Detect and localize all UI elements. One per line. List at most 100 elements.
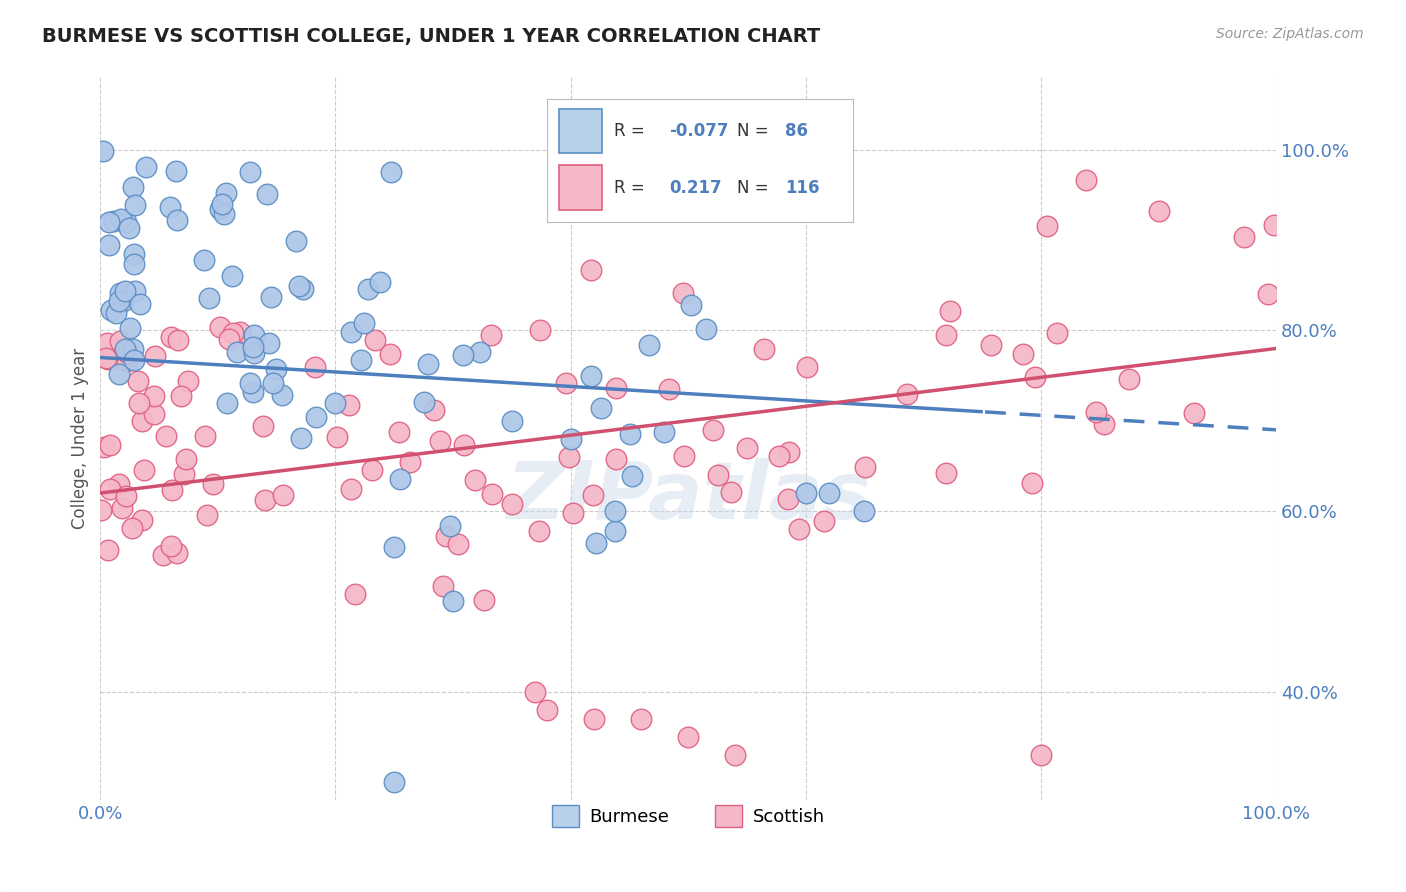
- Point: [124, 257, 146, 271]
- Point: [222, 326, 245, 341]
- Point: [451, 348, 474, 362]
- Point: [115, 215, 138, 229]
- Point: [259, 335, 281, 350]
- Point: [103, 214, 125, 228]
- Point: [98, 438, 121, 452]
- Point: [97, 215, 120, 229]
- Point: [603, 524, 626, 538]
- Point: [97, 238, 120, 252]
- Point: [524, 685, 547, 699]
- Point: [252, 418, 274, 433]
- Point: [818, 486, 841, 500]
- Point: [242, 340, 264, 354]
- Point: [388, 472, 411, 486]
- Point: [585, 536, 607, 550]
- Point: [101, 352, 124, 367]
- Point: [173, 467, 195, 481]
- Point: [605, 504, 627, 518]
- Point: [166, 546, 188, 560]
- Point: [143, 349, 166, 363]
- Point: [97, 352, 120, 367]
- Point: [605, 381, 627, 395]
- Point: [176, 374, 198, 388]
- Text: BURMESE VS SCOTTISH COLLEGE, UNDER 1 YEAR CORRELATION CHART: BURMESE VS SCOTTISH COLLEGE, UNDER 1 YEA…: [42, 27, 821, 45]
- Point: [128, 396, 150, 410]
- Point: [853, 459, 876, 474]
- Point: [720, 485, 742, 500]
- Point: [432, 579, 454, 593]
- Point: [340, 482, 363, 496]
- Point: [1074, 173, 1097, 187]
- Point: [135, 161, 157, 175]
- Point: [242, 385, 264, 400]
- Point: [1029, 747, 1052, 762]
- Point: [681, 298, 703, 312]
- Point: [129, 297, 152, 311]
- Point: [218, 332, 240, 346]
- Point: [579, 263, 602, 277]
- Point: [115, 489, 138, 503]
- Point: [752, 343, 775, 357]
- Point: [429, 434, 451, 448]
- Point: [343, 587, 366, 601]
- Point: [110, 286, 132, 301]
- Point: [370, 275, 392, 289]
- Point: [208, 320, 231, 334]
- Point: [935, 467, 957, 481]
- Point: [217, 396, 239, 410]
- Point: [707, 467, 730, 482]
- Point: [416, 357, 439, 371]
- Point: [159, 200, 181, 214]
- Point: [121, 520, 143, 534]
- Point: [111, 501, 134, 516]
- Point: [264, 362, 287, 376]
- Point: [562, 506, 585, 520]
- Point: [353, 316, 375, 330]
- Point: [304, 359, 326, 374]
- Point: [221, 268, 243, 283]
- Point: [124, 198, 146, 212]
- Point: [583, 712, 606, 726]
- Point: [100, 302, 122, 317]
- Point: [378, 346, 401, 360]
- Point: [1046, 326, 1069, 341]
- Point: [91, 144, 114, 158]
- Point: [260, 290, 283, 304]
- Point: [621, 468, 644, 483]
- Point: [638, 337, 661, 351]
- Point: [350, 352, 373, 367]
- Point: [110, 212, 132, 227]
- Point: [160, 539, 183, 553]
- Point: [453, 438, 475, 452]
- Point: [361, 463, 384, 477]
- Point: [382, 775, 405, 789]
- Point: [1263, 219, 1285, 233]
- Legend: Burmese, Scottish: Burmese, Scottish: [544, 798, 832, 835]
- Point: [481, 487, 503, 501]
- Point: [560, 432, 582, 446]
- Point: [935, 328, 957, 343]
- Point: [605, 451, 627, 466]
- Text: ZIPatlas: ZIPatlas: [506, 458, 870, 536]
- Point: [582, 488, 605, 502]
- Point: [340, 325, 363, 339]
- Point: [387, 425, 409, 439]
- Point: [676, 730, 699, 744]
- Point: [108, 477, 131, 491]
- Point: [501, 414, 523, 428]
- Point: [1118, 372, 1140, 386]
- Point: [447, 537, 470, 551]
- Point: [211, 197, 233, 211]
- Point: [120, 321, 142, 335]
- Point: [529, 524, 551, 539]
- Point: [337, 398, 360, 412]
- Point: [796, 360, 818, 375]
- Point: [1036, 219, 1059, 233]
- Point: [364, 333, 387, 347]
- Point: [242, 346, 264, 360]
- Point: [198, 291, 221, 305]
- Point: [980, 337, 1002, 351]
- Point: [287, 278, 309, 293]
- Point: [229, 325, 252, 339]
- Point: [110, 334, 132, 349]
